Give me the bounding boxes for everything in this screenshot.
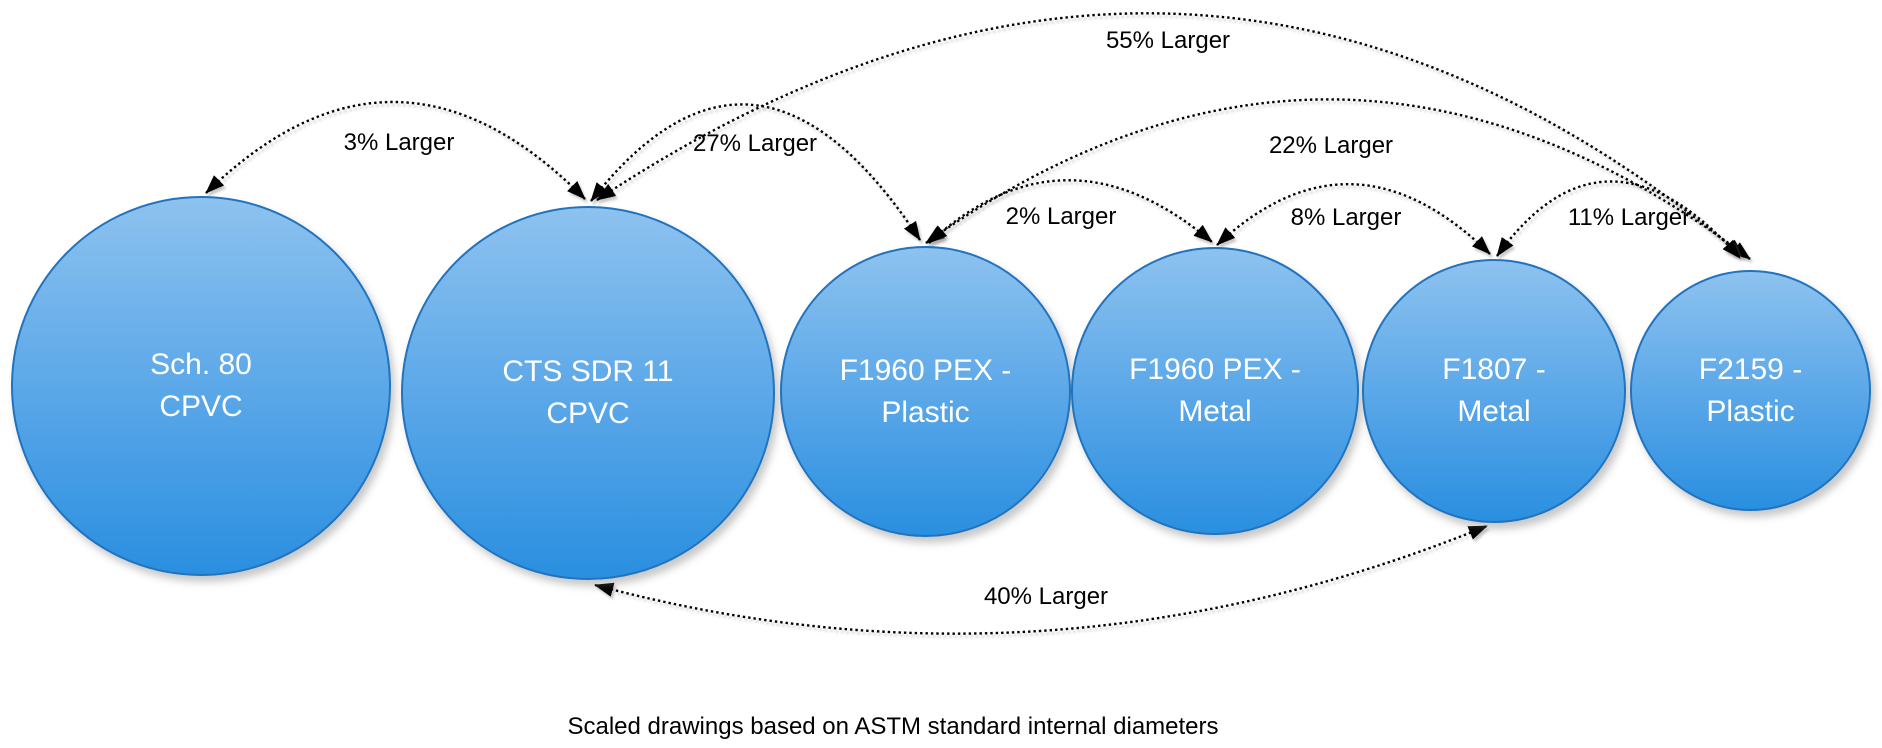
circle-f1960-pex-plastic: F1960 PEX - Plastic <box>780 246 1071 537</box>
circle-label-line1: CTS SDR 11 <box>502 355 674 388</box>
arrow-arc-8-percent <box>1216 182 1491 255</box>
arc-label-55-percent: 55% Larger <box>1105 27 1231 54</box>
circle-f2159-plastic: F2159 - Plastic <box>1630 270 1871 511</box>
circle-label-line2: Metal <box>1457 395 1531 428</box>
arc-label-3-percent: 3% Larger <box>343 129 455 156</box>
circle-label-line2: CPVC <box>546 397 630 430</box>
circle-label-line1: F2159 - <box>1698 352 1803 386</box>
arc-label-11-percent: 11% Larger <box>1567 204 1691 231</box>
circle-sch-80-cpvc: Sch. 80 CPVC <box>11 196 391 576</box>
circle-label-line1: Sch. 80 <box>150 348 252 381</box>
circle-label-line1: F1807 - <box>1442 353 1546 386</box>
arrow-arc-27-percent <box>590 103 922 241</box>
circle-label-line2: Plastic <box>1706 394 1795 428</box>
arc-label-8-percent: 8% Larger <box>1290 204 1402 231</box>
circle-cts-sdr-11-cpvc: CTS SDR 11 CPVC <box>401 206 775 580</box>
arc-label-22-percent: 22% Larger <box>1268 132 1394 159</box>
circle-f1960-pex-metal: F1960 PEX - Metal <box>1071 247 1359 535</box>
arc-label-40-percent: 40% Larger <box>983 583 1109 610</box>
circle-label-line2: Plastic <box>881 395 970 429</box>
circle-f1807-metal: F1807 - Metal <box>1362 259 1626 523</box>
arrow-arc-55-percent <box>596 12 1745 258</box>
circle-label-line2: CPVC <box>159 390 243 423</box>
arrow-arc-3-percent <box>205 100 586 200</box>
arrow-arc-22-percent <box>925 98 1751 260</box>
circle-label-line1: F1960 PEX - <box>839 353 1012 387</box>
circle-label-line2: Metal <box>1178 395 1252 428</box>
arrow-arc-11-percent <box>1496 180 1741 259</box>
arc-label-2-percent: 2% Larger <box>1005 203 1117 230</box>
arc-label-27-percent: 27% Larger <box>692 130 818 157</box>
circle-label-line1: F1960 PEX - <box>1129 353 1301 386</box>
diagram-caption: Scaled drawings based on ASTM standard i… <box>567 713 1219 740</box>
arrow-arc-40-percent <box>594 524 1488 635</box>
